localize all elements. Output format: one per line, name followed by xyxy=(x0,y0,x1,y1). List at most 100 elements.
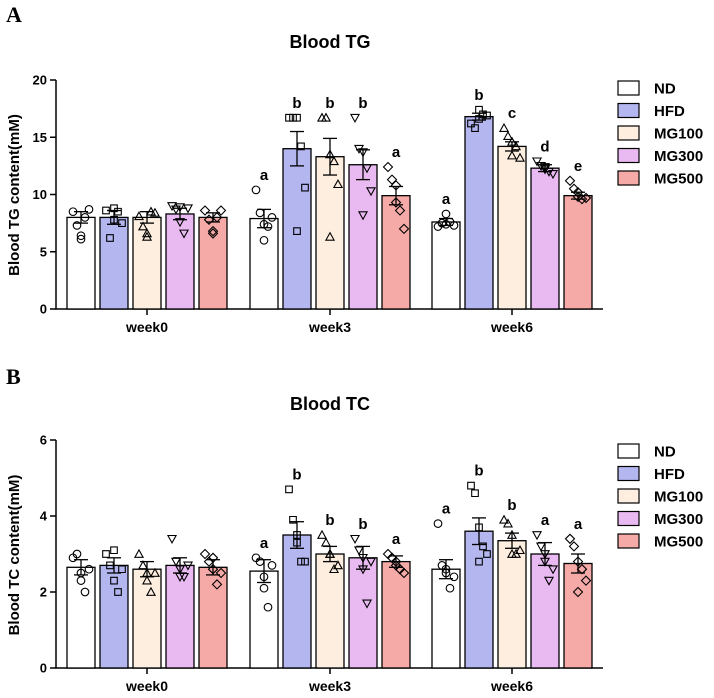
data-point xyxy=(398,223,410,235)
significance-letter: b xyxy=(325,512,334,529)
bar xyxy=(497,145,527,310)
x-tick-label: week6 xyxy=(490,678,533,694)
data-point xyxy=(398,567,410,579)
data-point xyxy=(174,203,186,213)
data-point xyxy=(316,529,328,539)
data-point xyxy=(301,557,309,566)
data-point xyxy=(390,556,402,567)
data-point xyxy=(137,560,149,570)
data-point xyxy=(80,213,90,222)
data-point xyxy=(203,214,215,225)
data-point xyxy=(76,234,86,244)
data-point xyxy=(211,212,223,223)
x-tick-label: week3 xyxy=(308,678,351,694)
bar xyxy=(99,564,129,669)
legend-swatch xyxy=(617,488,640,504)
significance-letter: b xyxy=(474,463,483,480)
data-point xyxy=(357,565,369,575)
data-point xyxy=(259,219,269,229)
bar xyxy=(464,115,494,310)
data-point xyxy=(207,563,219,575)
data-point xyxy=(267,561,277,570)
data-point xyxy=(441,568,451,578)
data-point xyxy=(539,165,551,175)
data-point xyxy=(133,211,145,221)
bar xyxy=(132,216,162,310)
data-point xyxy=(564,533,576,545)
data-point xyxy=(110,204,118,213)
y-tick-label: 20 xyxy=(33,73,47,88)
significance-letter: a xyxy=(392,531,401,548)
data-point xyxy=(320,112,332,122)
significance-letter: a xyxy=(541,512,550,529)
legend-swatch xyxy=(617,533,640,549)
data-point xyxy=(365,557,377,567)
data-point xyxy=(510,141,522,151)
x-tick-label: week6 xyxy=(490,319,533,335)
data-point xyxy=(293,531,301,539)
x-tick-label: week3 xyxy=(308,319,351,335)
legend-swatch xyxy=(617,170,640,186)
significance-letter: c xyxy=(508,105,516,122)
data-point xyxy=(293,538,301,547)
data-point xyxy=(68,207,78,217)
y-tick-label: 5 xyxy=(40,244,47,259)
chart-title-tg: Blood TG xyxy=(290,32,371,52)
data-point xyxy=(110,546,118,555)
data-point xyxy=(259,583,269,593)
bar xyxy=(249,570,279,669)
data-point xyxy=(543,576,555,586)
data-point xyxy=(203,556,215,567)
data-point xyxy=(320,537,332,547)
data-point xyxy=(324,231,336,241)
data-point xyxy=(259,572,269,582)
data-point xyxy=(361,599,373,609)
legend-tc: ND HFD MG100 MG300 MG500 xyxy=(617,443,703,551)
data-point xyxy=(467,119,475,128)
data-point xyxy=(580,575,592,586)
legend-swatch xyxy=(617,125,640,141)
data-point xyxy=(174,218,186,228)
data-point xyxy=(207,552,219,564)
bar xyxy=(381,560,411,669)
legend-label: MG500 xyxy=(654,534,703,551)
data-point xyxy=(535,542,547,552)
significance-letter: b xyxy=(358,95,367,112)
data-point xyxy=(349,534,361,545)
legend-label: ND xyxy=(654,444,676,461)
data-point xyxy=(382,161,394,173)
data-point xyxy=(199,548,211,560)
data-point xyxy=(141,228,153,238)
data-point xyxy=(506,150,518,160)
data-point xyxy=(471,124,479,132)
significance-letter: b xyxy=(292,95,301,112)
data-point xyxy=(211,579,223,590)
x-tick-label: week0 xyxy=(125,319,168,335)
significance-letter: a xyxy=(442,501,451,518)
data-point xyxy=(332,560,344,570)
significance-letter: a xyxy=(442,191,451,208)
data-point xyxy=(568,541,580,552)
data-point xyxy=(285,485,293,494)
data-point xyxy=(580,192,592,204)
data-point xyxy=(576,563,588,575)
data-point xyxy=(506,548,518,558)
bar xyxy=(165,213,195,310)
data-point xyxy=(441,209,451,219)
data-point xyxy=(76,568,86,578)
data-point xyxy=(531,531,543,541)
bar xyxy=(249,217,279,310)
data-point xyxy=(467,481,475,490)
bar xyxy=(66,566,96,669)
data-point xyxy=(543,167,555,177)
data-point xyxy=(174,572,186,583)
bar xyxy=(99,216,129,310)
data-point xyxy=(502,518,514,528)
data-point xyxy=(285,113,293,122)
data-point xyxy=(267,213,277,222)
data-point xyxy=(357,211,369,221)
data-point xyxy=(437,218,447,228)
significance-letter: b xyxy=(358,516,367,533)
data-point xyxy=(166,534,178,545)
